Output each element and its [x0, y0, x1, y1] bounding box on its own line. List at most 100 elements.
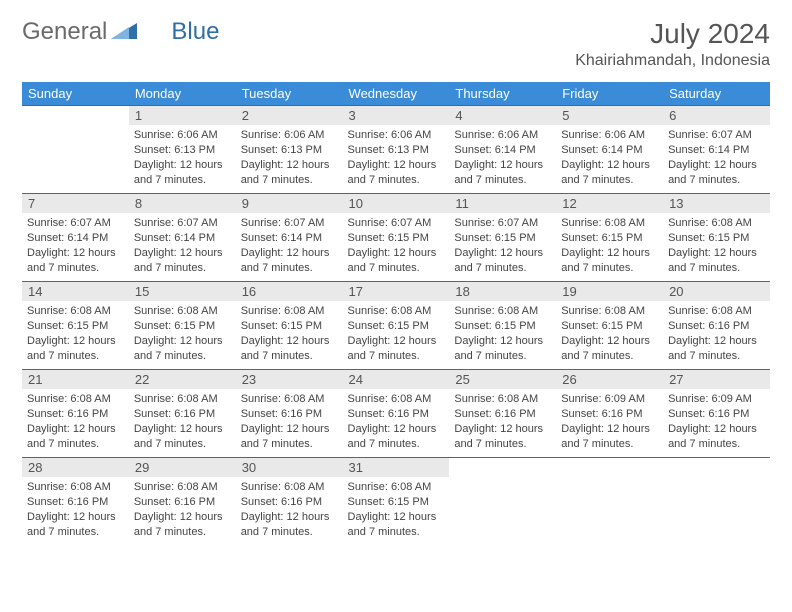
day-number: 2 [236, 106, 343, 125]
day-details: Sunrise: 6:08 AMSunset: 6:16 PMDaylight:… [129, 389, 236, 455]
day-number: 18 [449, 282, 556, 301]
day-details: Sunrise: 6:08 AMSunset: 6:16 PMDaylight:… [22, 389, 129, 455]
logo-triangle-icon [111, 18, 137, 46]
calendar-day-cell: 31Sunrise: 6:08 AMSunset: 6:15 PMDayligh… [343, 458, 450, 546]
calendar-day-cell: 18Sunrise: 6:08 AMSunset: 6:15 PMDayligh… [449, 282, 556, 370]
calendar-empty-cell [556, 458, 663, 546]
day-number: 30 [236, 458, 343, 477]
calendar-day-cell: 30Sunrise: 6:08 AMSunset: 6:16 PMDayligh… [236, 458, 343, 546]
day-number: 6 [663, 106, 770, 125]
calendar-empty-cell [663, 458, 770, 546]
day-details: Sunrise: 6:07 AMSunset: 6:14 PMDaylight:… [22, 213, 129, 279]
day-details: Sunrise: 6:08 AMSunset: 6:15 PMDaylight:… [449, 301, 556, 367]
day-number: 23 [236, 370, 343, 389]
calendar-day-cell: 25Sunrise: 6:08 AMSunset: 6:16 PMDayligh… [449, 370, 556, 458]
day-details: Sunrise: 6:06 AMSunset: 6:13 PMDaylight:… [129, 125, 236, 191]
day-number: 27 [663, 370, 770, 389]
title-block: July 2024 Khairiahmandah, Indonesia [575, 18, 770, 70]
calendar-day-cell: 14Sunrise: 6:08 AMSunset: 6:15 PMDayligh… [22, 282, 129, 370]
day-details: Sunrise: 6:07 AMSunset: 6:14 PMDaylight:… [236, 213, 343, 279]
day-details: Sunrise: 6:08 AMSunset: 6:16 PMDaylight:… [236, 477, 343, 543]
day-details: Sunrise: 6:08 AMSunset: 6:15 PMDaylight:… [129, 301, 236, 367]
day-number: 1 [129, 106, 236, 125]
day-number: 31 [343, 458, 450, 477]
calendar-day-cell: 9Sunrise: 6:07 AMSunset: 6:14 PMDaylight… [236, 194, 343, 282]
day-number: 14 [22, 282, 129, 301]
weekday-header: Friday [556, 82, 663, 106]
calendar-empty-cell [22, 106, 129, 194]
calendar-table: SundayMondayTuesdayWednesdayThursdayFrid… [22, 82, 770, 546]
weekday-header: Monday [129, 82, 236, 106]
day-number: 4 [449, 106, 556, 125]
calendar-day-cell: 26Sunrise: 6:09 AMSunset: 6:16 PMDayligh… [556, 370, 663, 458]
calendar-week-row: 28 Sunrise: 6:08 AMSunset: 6:16 PMDayligh… [22, 458, 770, 546]
day-details: Sunrise: 6:08 AMSunset: 6:16 PMDaylight:… [663, 301, 770, 367]
day-number: 5 [556, 106, 663, 125]
calendar-week-row: 14Sunrise: 6:08 AMSunset: 6:15 PMDayligh… [22, 282, 770, 370]
calendar-day-cell: 22Sunrise: 6:08 AMSunset: 6:16 PMDayligh… [129, 370, 236, 458]
calendar-day-cell: 10Sunrise: 6:07 AMSunset: 6:15 PMDayligh… [343, 194, 450, 282]
day-number: 3 [343, 106, 450, 125]
logo: General Blue [22, 18, 219, 46]
calendar-week-row: 7Sunrise: 6:07 AMSunset: 6:14 PMDaylight… [22, 194, 770, 282]
calendar-day-cell: 1Sunrise: 6:06 AMSunset: 6:13 PMDaylight… [129, 106, 236, 194]
day-details: Sunrise: 6:06 AMSunset: 6:13 PMDaylight:… [343, 125, 450, 191]
calendar-day-cell: 16Sunrise: 6:08 AMSunset: 6:15 PMDayligh… [236, 282, 343, 370]
calendar-day-cell: 15Sunrise: 6:08 AMSunset: 6:15 PMDayligh… [129, 282, 236, 370]
calendar-day-cell: 6Sunrise: 6:07 AMSunset: 6:14 PMDaylight… [663, 106, 770, 194]
day-number: 8 [129, 194, 236, 213]
weekday-header: Thursday [449, 82, 556, 106]
calendar-day-cell: 29Sunrise: 6:08 AMSunset: 6:16 PMDayligh… [129, 458, 236, 546]
weekday-header: Tuesday [236, 82, 343, 106]
calendar-day-cell: 12Sunrise: 6:08 AMSunset: 6:15 PMDayligh… [556, 194, 663, 282]
calendar-day-cell: 2Sunrise: 6:06 AMSunset: 6:13 PMDaylight… [236, 106, 343, 194]
day-details: Sunrise: 6:09 AMSunset: 6:16 PMDaylight:… [663, 389, 770, 455]
header: General Blue July 2024 Khairiahmandah, I… [22, 18, 770, 70]
day-details: Sunrise: 6:07 AMSunset: 6:15 PMDaylight:… [449, 213, 556, 279]
day-number: 22 [129, 370, 236, 389]
logo-text-a: General [22, 18, 107, 46]
calendar-day-cell: 19Sunrise: 6:08 AMSunset: 6:15 PMDayligh… [556, 282, 663, 370]
day-details: Sunrise: 6:06 AMSunset: 6:13 PMDaylight:… [236, 125, 343, 191]
day-number: 25 [449, 370, 556, 389]
day-number: 15 [129, 282, 236, 301]
calendar-day-cell: 11Sunrise: 6:07 AMSunset: 6:15 PMDayligh… [449, 194, 556, 282]
day-details: Sunrise: 6:08 AMSunset: 6:16 PMDaylight:… [449, 389, 556, 455]
day-number: 16 [236, 282, 343, 301]
calendar-day-cell: 27Sunrise: 6:09 AMSunset: 6:16 PMDayligh… [663, 370, 770, 458]
day-number: 7 [22, 194, 129, 213]
day-number: 21 [22, 370, 129, 389]
day-details: Sunrise: 6:08 AMSunset: 6:15 PMDaylight:… [663, 213, 770, 279]
day-details: Sunrise: 6:08 AMSunset: 6:15 PMDaylight:… [22, 301, 129, 367]
day-number: 9 [236, 194, 343, 213]
day-number: 13 [663, 194, 770, 213]
weekday-header-row: SundayMondayTuesdayWednesdayThursdayFrid… [22, 82, 770, 106]
day-details: Sunrise: 6:07 AMSunset: 6:14 PMDaylight:… [129, 213, 236, 279]
calendar-week-row: 21Sunrise: 6:08 AMSunset: 6:16 PMDayligh… [22, 370, 770, 458]
calendar-day-cell: 24Sunrise: 6:08 AMSunset: 6:16 PMDayligh… [343, 370, 450, 458]
day-number: 19 [556, 282, 663, 301]
day-number: 10 [343, 194, 450, 213]
day-number: 24 [343, 370, 450, 389]
day-number: 12 [556, 194, 663, 213]
weekday-header: Saturday [663, 82, 770, 106]
month-title: July 2024 [575, 18, 770, 50]
calendar-day-cell: 21Sunrise: 6:08 AMSunset: 6:16 PMDayligh… [22, 370, 129, 458]
day-details: Sunrise: 6:08 AMSunset: 6:15 PMDaylight:… [556, 213, 663, 279]
day-number: 11 [449, 194, 556, 213]
calendar-week-row: 1Sunrise: 6:06 AMSunset: 6:13 PMDaylight… [22, 106, 770, 194]
location: Khairiahmandah, Indonesia [575, 52, 770, 70]
day-number: 29 [129, 458, 236, 477]
day-number: 17 [343, 282, 450, 301]
calendar-day-cell: 20Sunrise: 6:08 AMSunset: 6:16 PMDayligh… [663, 282, 770, 370]
weekday-header: Sunday [22, 82, 129, 106]
day-details: Sunrise: 6:08 AMSunset: 6:15 PMDaylight:… [556, 301, 663, 367]
calendar-day-cell: 23Sunrise: 6:08 AMSunset: 6:16 PMDayligh… [236, 370, 343, 458]
calendar-day-cell: 4Sunrise: 6:06 AMSunset: 6:14 PMDaylight… [449, 106, 556, 194]
calendar-day-cell: 7Sunrise: 6:07 AMSunset: 6:14 PMDaylight… [22, 194, 129, 282]
calendar-day-cell: 3Sunrise: 6:06 AMSunset: 6:13 PMDaylight… [343, 106, 450, 194]
day-details: Sunrise: 6:08 AMSunset: 6:15 PMDaylight:… [236, 301, 343, 367]
day-number: 20 [663, 282, 770, 301]
day-details: Sunrise: 6:08 AMSunset: 6:16 PMDaylight:… [343, 389, 450, 455]
day-number: 28 [22, 458, 129, 477]
